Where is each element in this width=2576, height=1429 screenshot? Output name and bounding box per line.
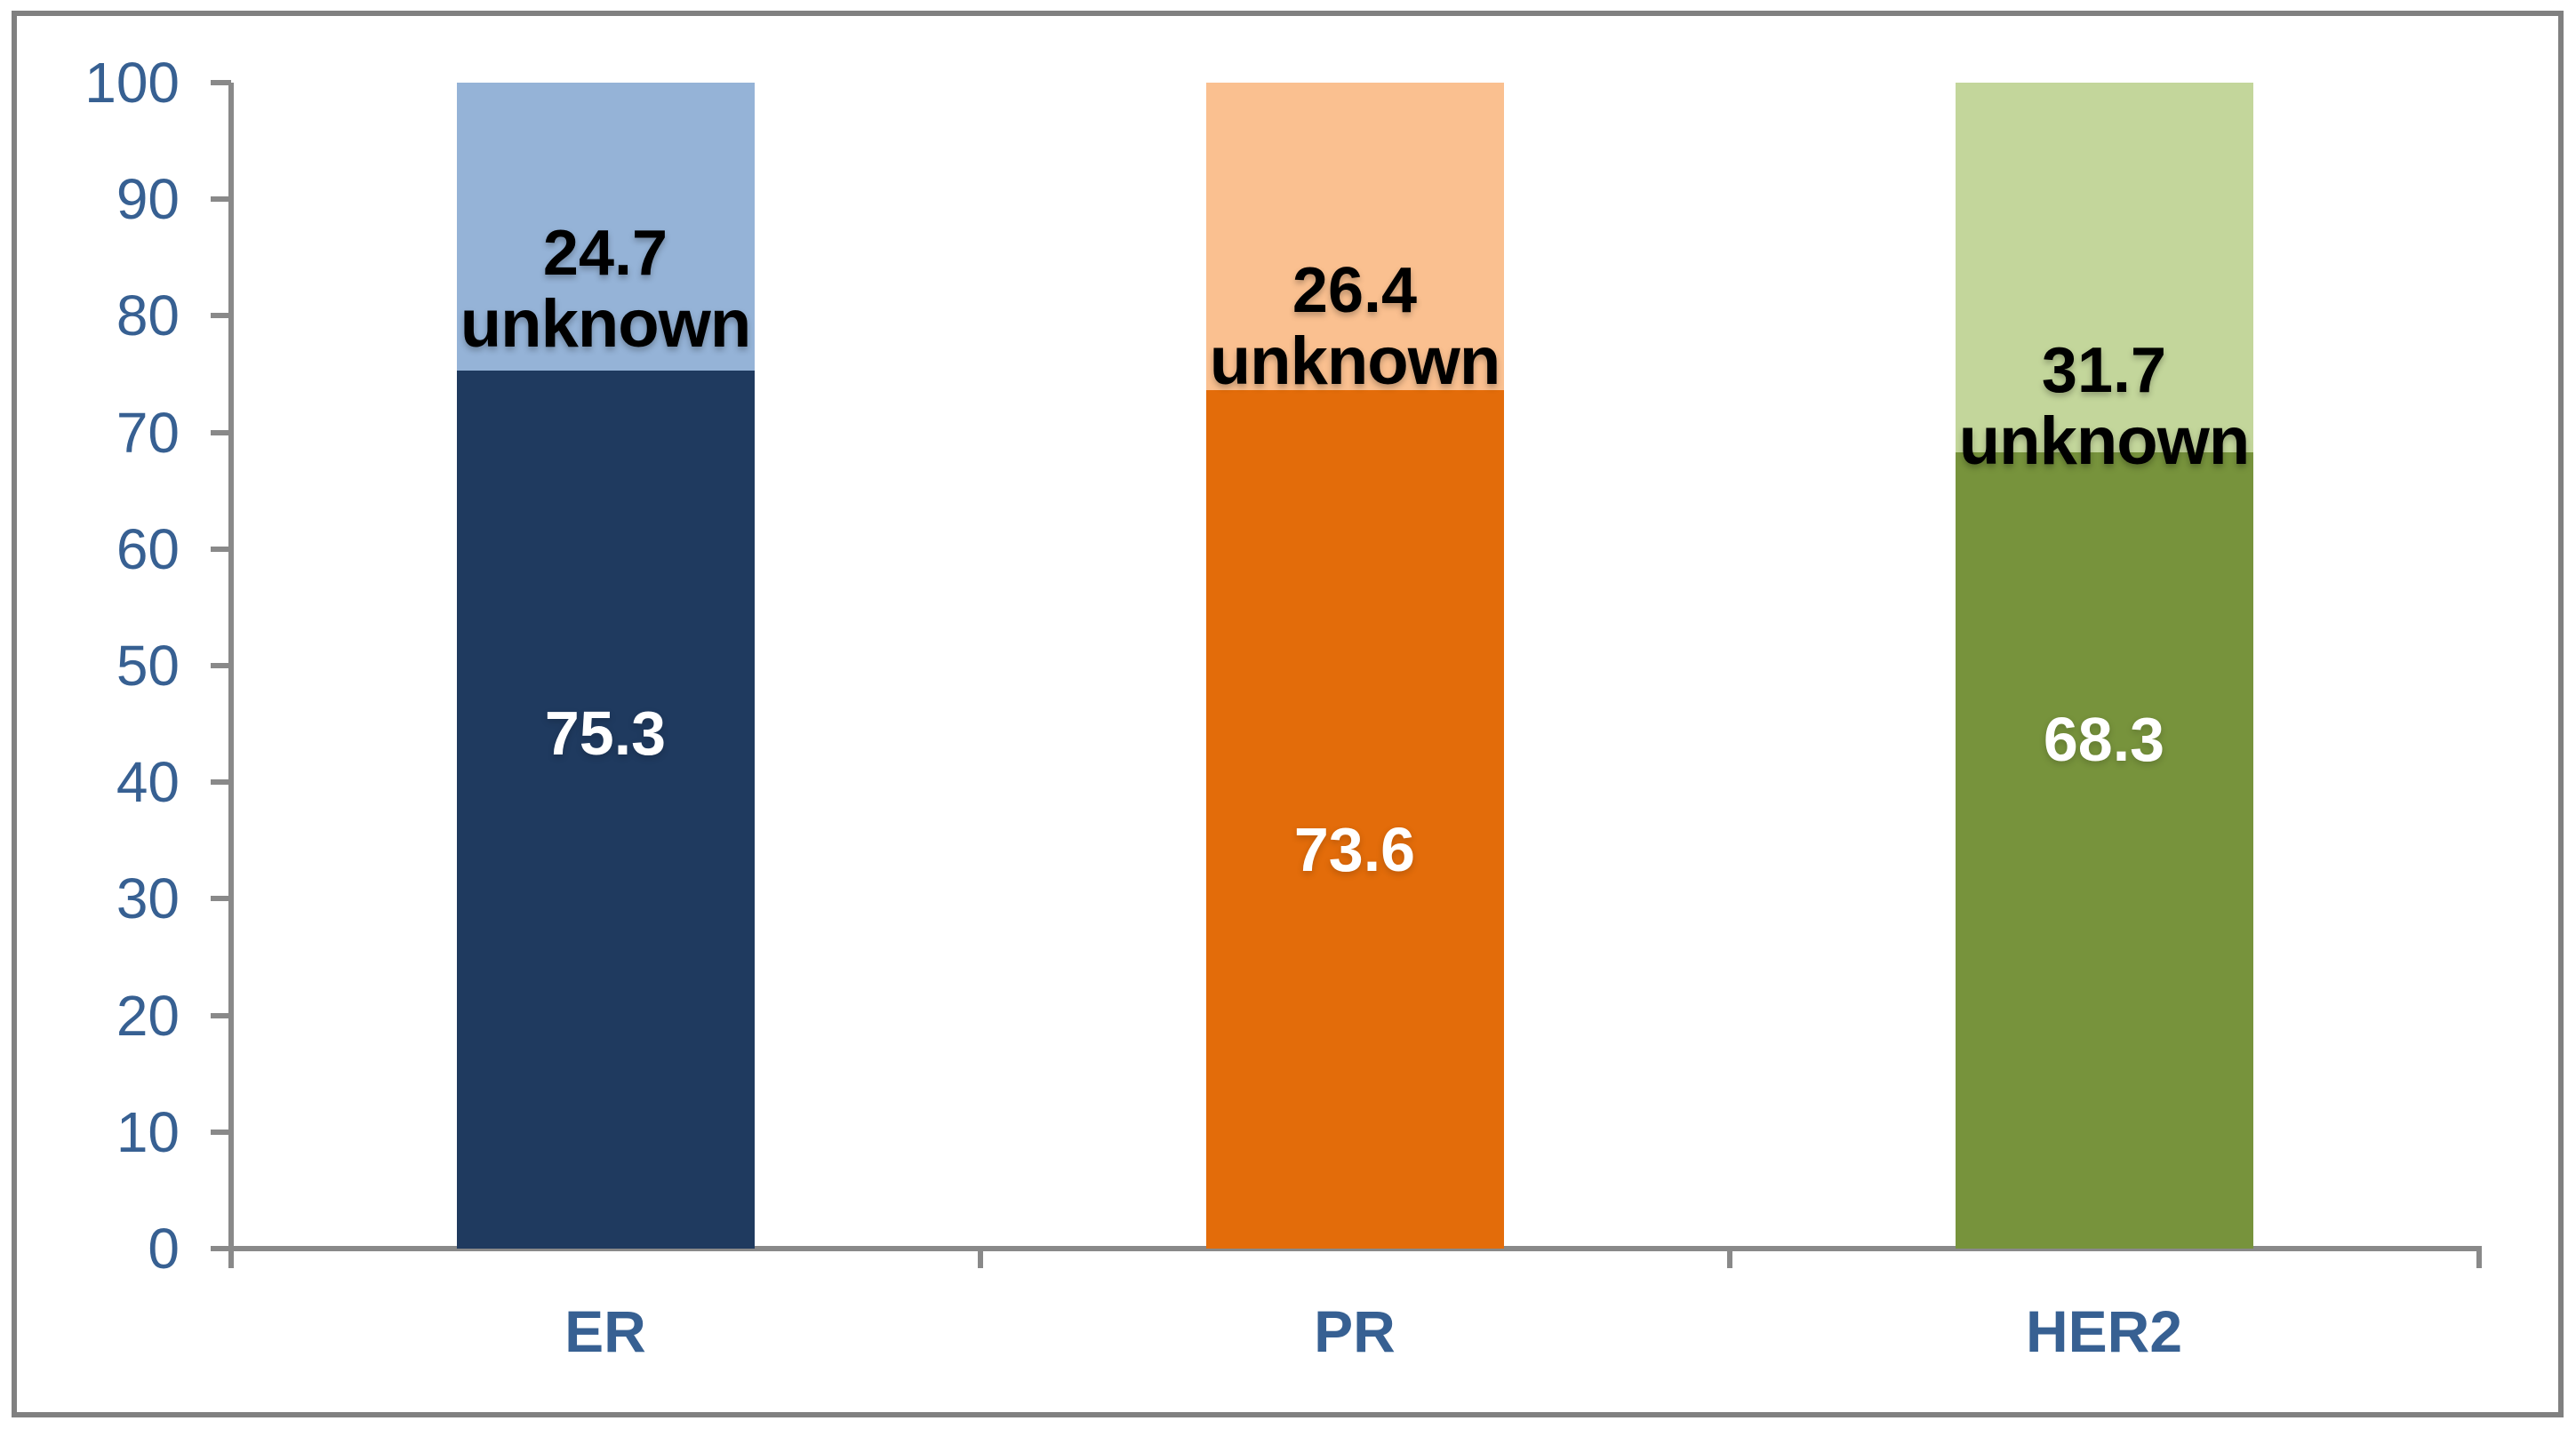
y-axis-tick	[211, 546, 231, 552]
y-axis-tick-label: 80	[116, 283, 180, 348]
segment-name-label-unknown: unknown	[1209, 323, 1501, 400]
y-axis-tick-label: 50	[116, 634, 180, 698]
segment-name-label-unknown: unknown	[1958, 403, 2251, 479]
segment-label-unknown: 24.7 unknown	[294, 218, 916, 360]
y-axis-tick-label: 30	[116, 866, 180, 931]
y-axis-tick-label: 40	[116, 750, 180, 815]
segment-label-unknown: 26.4 unknown	[1044, 255, 1666, 397]
x-axis-category-label-her2: HER2	[2025, 1298, 2183, 1364]
y-axis-line	[228, 83, 234, 1268]
segment-name-label-unknown: unknown	[460, 286, 752, 363]
x-axis-category-label-er: ER	[564, 1298, 646, 1364]
bar-segment-known	[456, 371, 755, 1249]
y-axis-tick	[211, 80, 231, 85]
y-axis-tick-label: 100	[84, 51, 180, 115]
y-axis-tick-label: 20	[116, 983, 180, 1048]
y-axis-tick-label: 0	[148, 1217, 180, 1281]
y-axis-tick	[211, 779, 231, 786]
segment-value-label-known: 75.3	[544, 699, 667, 768]
x-axis-tick	[978, 1249, 983, 1268]
segment-value-label-unknown: 24.7	[542, 218, 668, 290]
y-axis-tick	[211, 429, 231, 435]
y-axis-tick	[211, 663, 231, 668]
segment-value-label-unknown: 31.7	[2041, 334, 2167, 406]
segment-value-label-known: 68.3	[2043, 705, 2165, 774]
segment-value-label-unknown: 26.4	[1292, 255, 1418, 327]
x-axis-line	[211, 1246, 2482, 1251]
y-axis-tick-label: 60	[116, 516, 180, 581]
bar-segment-unknown	[456, 83, 755, 371]
bar-segment-unknown	[1955, 83, 2253, 452]
y-axis-tick	[211, 313, 231, 319]
bar-segment-known	[1205, 390, 1504, 1249]
y-axis-tick	[211, 896, 231, 902]
segment-label-unknown: 31.7 unknown	[1793, 335, 2415, 477]
y-axis-tick-label: 70	[116, 400, 180, 465]
y-axis-tick	[211, 1012, 231, 1018]
x-axis-category-label-pr: PR	[1314, 1298, 1396, 1364]
segment-value-label-known: 73.6	[1293, 815, 1416, 884]
bar-segment-known	[1955, 451, 2253, 1249]
y-axis-tick	[211, 196, 231, 203]
x-axis-tick	[1727, 1249, 1732, 1268]
x-axis-tick	[2476, 1249, 2482, 1268]
bar-segment-unknown	[1205, 83, 1504, 391]
y-axis-tick-label: 90	[116, 167, 180, 232]
y-axis-tick	[211, 1129, 231, 1135]
y-axis-tick-label: 10	[116, 1099, 180, 1164]
